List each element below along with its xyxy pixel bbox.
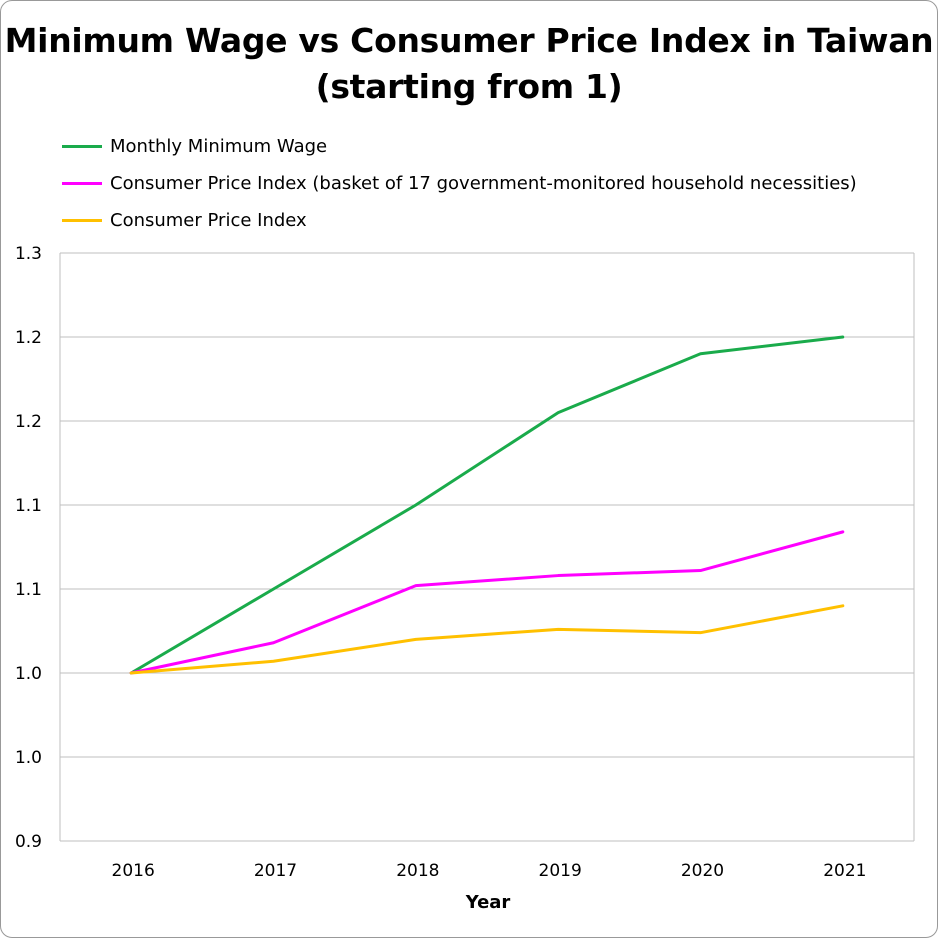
x-tick-label: 2016 (112, 861, 155, 881)
series-line-1 (129, 530, 845, 675)
chart-legend: Monthly Minimum Wage Consumer Price Inde… (62, 128, 857, 239)
x-axis-title: Year (465, 892, 511, 913)
x-tick-label: 2021 (823, 861, 866, 881)
y-tick-label: 1.1 (15, 496, 42, 516)
legend-swatch-cpi (62, 219, 102, 222)
x-tick-label: 2020 (681, 861, 724, 881)
legend-item-minimum-wage: Monthly Minimum Wage (62, 128, 857, 165)
legend-label-cpi: Consumer Price Index (110, 210, 307, 231)
y-tick-label: 0.9 (15, 832, 42, 852)
legend-item-cpi: Consumer Price Index (62, 202, 857, 239)
y-tick-label: 1.2 (15, 412, 42, 432)
x-tick-label: 2017 (254, 861, 297, 881)
x-tick-labels: 2016 2017 2018 2019 2020 2021 (112, 861, 867, 881)
y-tick-label: 1.2 (15, 328, 42, 348)
series-lines (129, 335, 845, 675)
legend-item-cpi-basket: Consumer Price Index (basket of 17 gover… (62, 165, 857, 202)
legend-swatch-cpi-basket (62, 182, 102, 185)
chart-title: Minimum Wage vs Consumer Price Index in … (4, 21, 934, 106)
legend-label-minimum-wage: Monthly Minimum Wage (110, 136, 328, 157)
legend-label-cpi-basket: Consumer Price Index (basket of 17 gover… (110, 173, 857, 194)
x-tick-label: 2018 (396, 861, 439, 881)
gridlines (60, 252, 914, 758)
y-tick-labels: 1.3 1.2 1.2 1.1 1.1 1.0 1.0 0.9 (15, 244, 42, 852)
x-tick-label: 2019 (539, 861, 582, 881)
y-tick-label: 1.0 (15, 664, 42, 684)
series-line-0 (129, 335, 845, 675)
legend-swatch-minimum-wage (62, 145, 102, 148)
y-tick-label: 1.0 (15, 748, 42, 768)
axes (59, 253, 915, 842)
series-line-2 (129, 604, 845, 675)
y-tick-label: 1.3 (15, 244, 42, 264)
y-tick-label: 1.1 (15, 580, 42, 600)
